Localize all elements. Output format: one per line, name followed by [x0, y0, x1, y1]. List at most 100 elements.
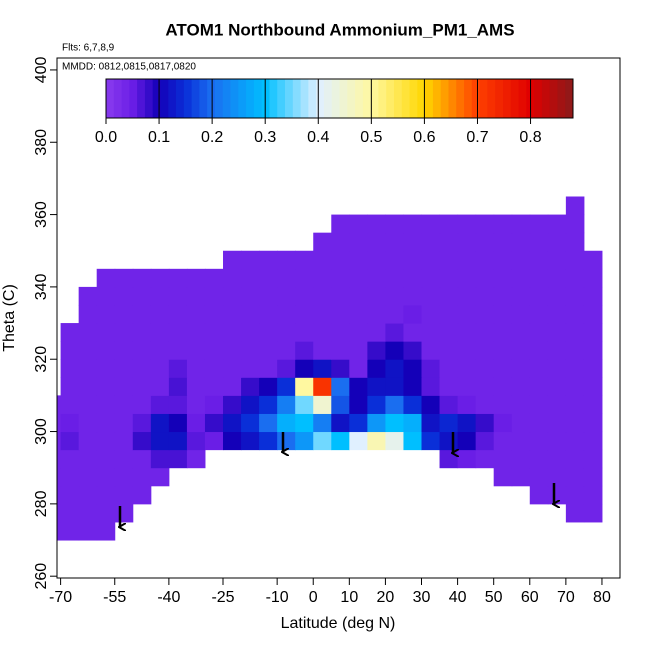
- heat-cell: [511, 467, 531, 487]
- heat-cell: [493, 268, 513, 288]
- heat-cell: [168, 286, 188, 306]
- heat-cell: [547, 232, 567, 252]
- heat-cell: [403, 286, 423, 306]
- heat-cell: [547, 323, 567, 342]
- heat-cell: [277, 286, 296, 306]
- heat-cell: [529, 359, 549, 378]
- heat-cell: [168, 323, 188, 342]
- heat-cell: [529, 268, 549, 288]
- heat-cell: [385, 341, 404, 360]
- colorbar-tick-label: 0.6: [413, 129, 435, 146]
- colorbar-swatch: [339, 79, 348, 118]
- heat-cell: [511, 377, 531, 396]
- heat-cell: [511, 232, 531, 252]
- heat-cell: [367, 395, 386, 414]
- heat-cell: [241, 395, 260, 414]
- heat-cell: [547, 286, 567, 306]
- heat-cell: [565, 323, 585, 342]
- heat-cell: [349, 323, 368, 342]
- colorbar-swatch: [183, 79, 193, 118]
- heat-cell: [367, 214, 386, 234]
- heat-cell: [493, 250, 513, 270]
- colorbar-swatch: [113, 79, 122, 118]
- heat-cell: [241, 268, 260, 288]
- colorbar-swatch: [246, 79, 255, 118]
- x-tick-label: -25: [211, 589, 234, 606]
- heat-cell: [150, 341, 170, 360]
- heat-cell: [132, 304, 152, 324]
- heat-cell: [132, 413, 152, 433]
- colorbar-swatch: [440, 79, 449, 118]
- colorbar-swatch: [417, 79, 426, 118]
- colorbar-swatch: [292, 79, 301, 118]
- heat-cell: [511, 214, 531, 234]
- colorbar-swatch: [168, 79, 177, 118]
- heat-cell: [493, 413, 513, 433]
- heat-cell: [331, 377, 350, 396]
- heat-cell: [349, 214, 368, 234]
- heat-cell: [475, 359, 495, 378]
- heat-cell: [457, 214, 477, 234]
- x-tick-label: 10: [340, 589, 358, 606]
- heat-cell: [439, 341, 459, 360]
- heat-cell: [78, 413, 98, 433]
- heat-cell: [385, 286, 404, 306]
- heat-cell: [439, 286, 459, 306]
- heat-cell: [132, 359, 152, 378]
- heat-cell: [475, 214, 495, 234]
- heat-cell: [132, 323, 152, 342]
- colorbar-swatch: [518, 79, 527, 118]
- heat-cell: [223, 413, 242, 433]
- heat-cell: [96, 395, 116, 414]
- heat-cell: [475, 268, 495, 288]
- heat-cell: [511, 413, 531, 433]
- heat-cell: [57, 467, 62, 487]
- colorbar-swatch: [160, 79, 169, 118]
- heat-cell: [114, 503, 134, 523]
- heat-cell: [457, 377, 477, 396]
- heat-cell: [132, 395, 152, 414]
- heat-cell: [168, 377, 188, 396]
- heat-cell: [493, 341, 513, 360]
- heat-cell: [295, 359, 314, 378]
- heat-cell: [57, 503, 62, 523]
- heat-cell: [565, 268, 585, 288]
- heat-cell: [96, 341, 116, 360]
- heat-cell: [547, 449, 567, 469]
- heat-cell: [385, 431, 404, 451]
- heat-cell: [186, 395, 206, 414]
- chart-title: ATOM1 Northbound Ammonium_PM1_AMS: [165, 20, 514, 39]
- heat-cell: [349, 377, 368, 396]
- heat-cell: [60, 395, 80, 414]
- heat-cell: [457, 359, 477, 378]
- heat-cell: [60, 323, 80, 342]
- colorbar-swatch: [355, 79, 364, 118]
- heat-cell: [186, 304, 206, 324]
- heat-cell: [331, 250, 350, 270]
- heat-cell: [349, 286, 368, 306]
- heat-cell: [457, 449, 477, 469]
- colorbar-swatch: [176, 79, 185, 118]
- heat-cell: [421, 286, 441, 306]
- heat-cell: [421, 377, 441, 396]
- heat-cell: [493, 431, 513, 451]
- heat-cell: [367, 359, 386, 378]
- heat-cell: [421, 413, 441, 433]
- heat-cell: [277, 304, 296, 324]
- heat-cell: [367, 431, 386, 451]
- heat-cell: [96, 485, 116, 505]
- colorbar-swatch: [409, 79, 418, 118]
- heat-cell: [114, 377, 134, 396]
- heat-cell: [313, 341, 332, 360]
- heat-cell: [241, 250, 260, 270]
- heat-cell: [78, 359, 98, 378]
- heat-cell: [475, 431, 495, 451]
- heat-cell: [78, 431, 98, 451]
- colorbar-swatch: [378, 79, 387, 118]
- colorbar-swatch: [253, 79, 263, 118]
- heat-cell: [204, 323, 224, 342]
- heat-cell: [457, 413, 477, 433]
- heat-cell: [439, 214, 459, 234]
- heat-cell: [204, 268, 224, 288]
- heat-cell: [565, 341, 585, 360]
